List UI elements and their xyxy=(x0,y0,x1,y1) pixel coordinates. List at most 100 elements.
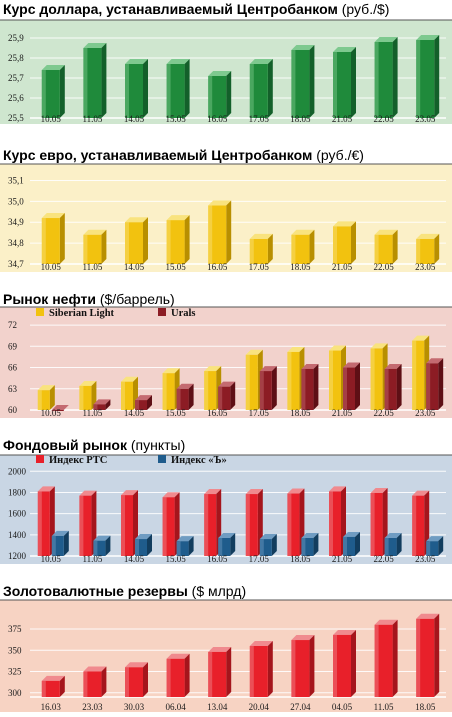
bar-side-face xyxy=(271,534,277,556)
bar-highlight xyxy=(249,64,254,118)
bar-front xyxy=(218,538,231,556)
x-tick-label: 14.05 xyxy=(124,262,145,272)
bar-highlight xyxy=(287,351,292,410)
bar-индекс-ъ--23.05 xyxy=(426,536,444,556)
bar-highlight xyxy=(83,234,88,264)
bar-side-face xyxy=(438,536,444,556)
bar-front xyxy=(208,651,227,697)
bar-front xyxy=(343,367,355,410)
y-tick-label: 63 xyxy=(8,384,18,394)
bar-front xyxy=(384,538,397,556)
bar-highlight xyxy=(426,363,431,410)
bar-side-face xyxy=(230,533,236,556)
bar-front xyxy=(37,390,50,410)
y-tick-label: 2000 xyxy=(8,466,27,476)
bar-side-face xyxy=(392,37,398,118)
bar-top-face xyxy=(287,488,305,494)
bar-side-face xyxy=(49,385,55,410)
bar-top-face xyxy=(245,349,263,355)
bar-18.05 xyxy=(416,613,440,697)
bar-front xyxy=(83,234,102,264)
bar-highlight xyxy=(37,390,42,410)
bar-side-face xyxy=(184,215,190,264)
y-tick-label: 34,8 xyxy=(8,238,24,248)
bar-23.05 xyxy=(416,35,440,118)
y-tick-label: 34,9 xyxy=(8,217,24,227)
chart-panel-3: Рынок нефти ($/баррель) 60 63 66 69 72 10.05 11… xyxy=(0,290,452,418)
bar-urals-15.05 xyxy=(176,383,194,410)
bar-top-face xyxy=(79,380,97,386)
bar-front xyxy=(135,400,147,410)
bar-highlight xyxy=(416,618,421,697)
bar-highlight xyxy=(287,493,292,556)
bar-индекс-ъ--10.05 xyxy=(51,530,69,556)
bar-highlight xyxy=(343,536,347,556)
bar-индекс-ъ--18.05 xyxy=(301,533,319,556)
panel-unit: (руб./€) xyxy=(316,147,364,163)
bar-highlight xyxy=(166,658,171,697)
bar-front xyxy=(374,234,393,264)
bar-10.05 xyxy=(41,213,65,264)
bar-front xyxy=(291,234,310,264)
bar-top-face xyxy=(259,534,277,540)
bar-highlight xyxy=(121,381,125,410)
bar-top-face xyxy=(135,395,152,401)
bar-top-face xyxy=(37,385,55,391)
bar-highlight xyxy=(176,541,181,556)
bar-17.05 xyxy=(249,233,273,264)
bar-highlight xyxy=(412,495,417,556)
legend-label: Индекс «Ъ» xyxy=(171,455,227,466)
bar-индекс-ъ--16.05 xyxy=(218,533,236,556)
bar-side-face xyxy=(313,363,319,410)
x-tick-label: 04.05 xyxy=(332,702,353,712)
chart-panel-2: Курс евро, устанавливаемый Центробанком … xyxy=(0,146,452,272)
bar-top-face xyxy=(329,345,346,351)
bar-индекс-ъ--15.05 xyxy=(176,536,194,556)
bar-front xyxy=(343,536,355,556)
bar-front xyxy=(166,64,185,118)
x-tick-label: 18.05 xyxy=(290,408,311,418)
y-tick-label: 35,0 xyxy=(8,196,24,206)
y-tick-label: 25,5 xyxy=(8,113,24,123)
bar-front xyxy=(287,351,300,410)
bar-side-face xyxy=(309,229,315,264)
bar-front xyxy=(83,671,102,697)
bar-front xyxy=(301,538,314,556)
bar-top-face xyxy=(93,535,111,541)
bar-highlight xyxy=(291,234,296,264)
chart-panel-4: Фондовый рынок (пункты) 1200 1400 1600 1800 2… xyxy=(0,436,452,564)
bar-highlight xyxy=(204,371,209,410)
bar-top-face xyxy=(291,45,315,50)
bar-highlight xyxy=(208,651,213,697)
bar-front xyxy=(176,541,189,556)
bar-side-face xyxy=(434,35,440,118)
bar-top-face xyxy=(218,533,236,538)
bar-front xyxy=(83,48,102,118)
bar-highlight xyxy=(249,238,254,264)
bar-front xyxy=(426,363,439,410)
bar-27.04 xyxy=(291,635,315,697)
bar-side-face xyxy=(438,358,444,410)
bar-side-face xyxy=(226,71,232,118)
bar-front xyxy=(291,50,310,118)
bar-top-face xyxy=(249,59,273,64)
bar-highlight xyxy=(41,680,46,697)
y-tick-label: 25,6 xyxy=(8,93,24,103)
y-tick-label: 69 xyxy=(8,341,18,351)
bar-highlight xyxy=(259,371,264,410)
bar-highlight xyxy=(166,64,171,118)
bar-индекс-ртс-18.05 xyxy=(287,488,305,556)
bar-top-face xyxy=(41,65,65,70)
bar-highlight xyxy=(370,348,375,410)
bar-front xyxy=(370,493,383,556)
bar-top-face xyxy=(218,381,236,387)
bar-side-face xyxy=(392,619,398,697)
bar-индекс-ъ--11.05 xyxy=(93,535,111,556)
x-tick-label: 06.04 xyxy=(165,702,186,712)
bar-side-face xyxy=(309,635,315,697)
bar-front xyxy=(329,350,341,410)
x-tick-label: 23.05 xyxy=(415,408,436,418)
bar-front xyxy=(329,491,341,556)
x-tick-label: 23.05 xyxy=(415,554,436,564)
bar-highlight xyxy=(374,624,379,697)
